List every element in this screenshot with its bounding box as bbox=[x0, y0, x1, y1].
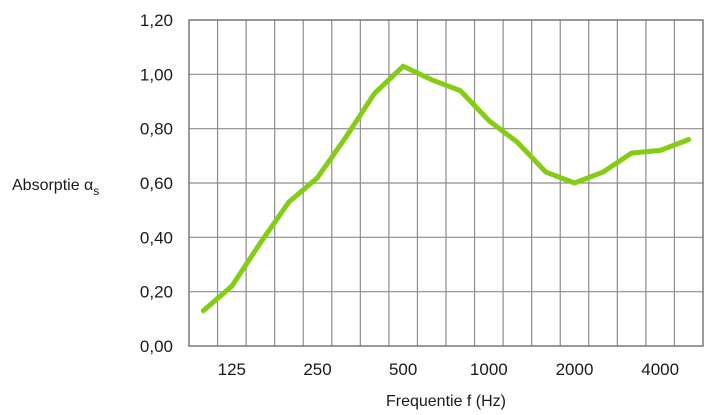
x-tick-label: 1000 bbox=[470, 360, 508, 379]
y-axis-label-main: Absorptie α bbox=[12, 177, 93, 194]
x-tick-label: 125 bbox=[218, 360, 246, 379]
plot-frame bbox=[188, 19, 704, 347]
y-tick-labels: 0,00 0,20 0,40 0,60 0,80 1,00 1,20 bbox=[140, 11, 173, 356]
series-line bbox=[200, 63, 692, 314]
x-tick-label: 2000 bbox=[556, 360, 594, 379]
y-tick-label: 0,80 bbox=[140, 120, 173, 139]
y-tick-label: 0,00 bbox=[140, 337, 173, 356]
y-tick-label: 1,00 bbox=[140, 65, 173, 84]
x-axis-label: Frequentie f (Hz) bbox=[386, 393, 506, 410]
y-tick-label: 0,40 bbox=[140, 228, 173, 247]
y-axis-label-subscript: s bbox=[93, 184, 99, 198]
x-tick-label: 250 bbox=[303, 360, 331, 379]
y-axis-label: Absorptie αs bbox=[12, 177, 99, 198]
y-tick-label: 1,20 bbox=[140, 11, 173, 30]
y-tick-label: 0,60 bbox=[140, 174, 173, 193]
x-tick-labels: 125 250 500 1000 2000 4000 bbox=[218, 360, 679, 379]
x-tick-label: 4000 bbox=[641, 360, 679, 379]
horizontal-gridlines bbox=[189, 73, 703, 293]
x-tick-label: 500 bbox=[389, 360, 417, 379]
y-tick-label: 0,20 bbox=[140, 283, 173, 302]
